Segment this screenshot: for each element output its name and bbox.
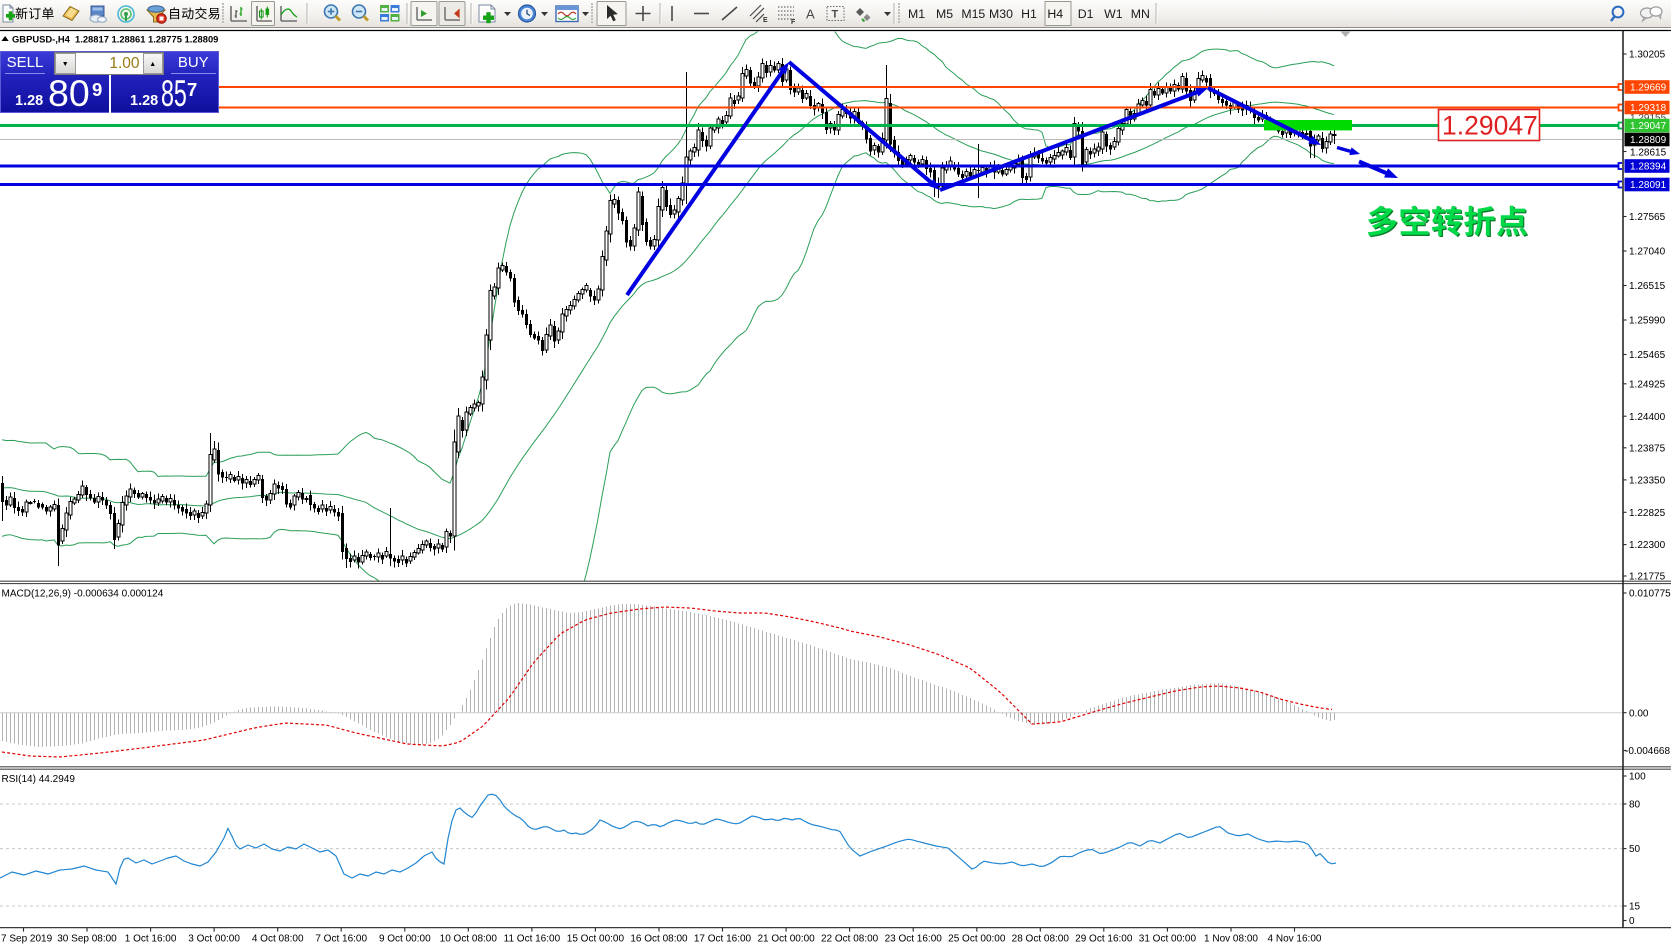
svg-text:22 Oct 08:00: 22 Oct 08:00: [821, 934, 879, 945]
svg-text:1.28091: 1.28091: [1630, 180, 1667, 191]
svg-text:GBPUSD-,H4 1.28817 1.28861 1.: GBPUSD-,H4 1.28817 1.28861 1.28775 1.288…: [12, 34, 218, 45]
svg-text:1.29155: 1.29155: [1630, 113, 1667, 124]
svg-text:1 Nov 08:00: 1 Nov 08:00: [1204, 934, 1258, 945]
svg-text:1 Oct 16:00: 1 Oct 16:00: [125, 934, 177, 945]
svg-text:29 Oct 16:00: 29 Oct 16:00: [1075, 934, 1133, 945]
svg-text:100: 100: [1629, 772, 1646, 783]
svg-text:1.25465: 1.25465: [1629, 350, 1666, 361]
svg-text:RSI(14) 44.2949: RSI(14) 44.2949: [2, 774, 76, 785]
svg-text:H4: H4: [1047, 7, 1063, 21]
svg-text:50: 50: [1629, 844, 1641, 855]
svg-text:-0.004668: -0.004668: [1625, 746, 1670, 757]
svg-text:15 Oct 00:00: 15 Oct 00:00: [567, 934, 625, 945]
svg-text:30 Sep 08:00: 30 Sep 08:00: [57, 934, 117, 945]
svg-text:M1: M1: [908, 7, 925, 21]
svg-text:M30: M30: [989, 7, 1013, 21]
svg-text:1.29047: 1.29047: [1630, 121, 1667, 132]
svg-text:9 Oct 00:00: 9 Oct 00:00: [379, 934, 431, 945]
svg-text:F: F: [791, 19, 796, 26]
svg-text:1.28809: 1.28809: [1630, 135, 1667, 146]
svg-text:80: 80: [1629, 800, 1641, 811]
svg-text:0.010775: 0.010775: [1629, 589, 1671, 600]
svg-text:1.22825: 1.22825: [1629, 508, 1666, 519]
svg-text:28 Oct 08:00: 28 Oct 08:00: [1012, 934, 1070, 945]
svg-text:1.27040: 1.27040: [1629, 247, 1666, 258]
svg-text:15: 15: [1629, 902, 1641, 913]
svg-text:1.28615: 1.28615: [1630, 147, 1667, 158]
svg-text:1.28394: 1.28394: [1630, 162, 1667, 173]
svg-text:11 Oct 16:00: 11 Oct 16:00: [504, 934, 561, 945]
svg-text:1.23875: 1.23875: [1629, 443, 1666, 454]
svg-text:M15: M15: [961, 7, 985, 21]
svg-text:E: E: [763, 17, 768, 24]
svg-text:H1: H1: [1021, 7, 1037, 21]
svg-text:17 Oct 16:00: 17 Oct 16:00: [694, 934, 752, 945]
svg-text:23 Oct 16:00: 23 Oct 16:00: [885, 934, 943, 945]
svg-text:7 Oct 16:00: 7 Oct 16:00: [315, 934, 367, 945]
svg-text:MACD(12,26,9) -0.000634 0.0001: MACD(12,26,9) -0.000634 0.000124: [2, 589, 164, 600]
svg-text:1.26515: 1.26515: [1629, 281, 1666, 292]
svg-text:1.27565: 1.27565: [1629, 212, 1666, 223]
svg-text:16 Oct 08:00: 16 Oct 08:00: [630, 934, 688, 945]
svg-text:3 Oct 00:00: 3 Oct 00:00: [188, 934, 240, 945]
svg-text:1.29669: 1.29669: [1630, 83, 1667, 94]
svg-text:1.22300: 1.22300: [1629, 540, 1666, 551]
svg-text:W1: W1: [1104, 7, 1123, 21]
svg-text:4 Nov 16:00: 4 Nov 16:00: [1268, 934, 1322, 945]
svg-text:0: 0: [1629, 916, 1635, 927]
svg-text:4 Oct 08:00: 4 Oct 08:00: [252, 934, 304, 945]
svg-text:10 Oct 08:00: 10 Oct 08:00: [440, 934, 498, 945]
svg-text:1.30205: 1.30205: [1629, 50, 1666, 61]
svg-text:7 Sep 2019: 7 Sep 2019: [1, 934, 53, 945]
svg-text:21 Oct 00:00: 21 Oct 00:00: [757, 934, 815, 945]
svg-text:25 Oct 00:00: 25 Oct 00:00: [948, 934, 1006, 945]
svg-text:M5: M5: [936, 7, 953, 21]
svg-text:1.24925: 1.24925: [1629, 379, 1666, 390]
svg-text:1.21775: 1.21775: [1629, 572, 1666, 583]
svg-text:A: A: [806, 7, 815, 22]
svg-text:1.24400: 1.24400: [1629, 412, 1666, 423]
svg-text:T: T: [832, 9, 839, 21]
svg-text:MN: MN: [1131, 7, 1150, 21]
svg-text:D1: D1: [1078, 7, 1094, 21]
svg-text:31 Oct 00:00: 31 Oct 00:00: [1139, 934, 1197, 945]
svg-text:1.29047: 1.29047: [1442, 111, 1538, 141]
svg-text:1.25990: 1.25990: [1629, 316, 1666, 327]
svg-text:0.00: 0.00: [1629, 708, 1649, 719]
svg-text:1.29318: 1.29318: [1630, 103, 1667, 114]
svg-text:1.23350: 1.23350: [1629, 476, 1666, 487]
